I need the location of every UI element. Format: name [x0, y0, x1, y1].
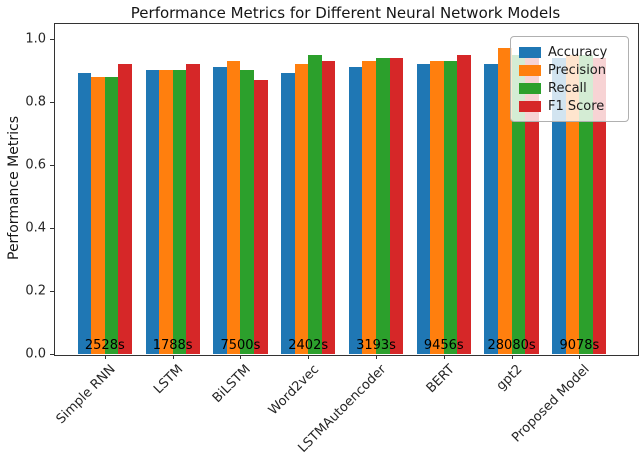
x-tick-mark [240, 355, 242, 359]
legend-label-precision: Precision [548, 62, 607, 78]
y-tick-label: 0.4 [25, 220, 46, 236]
legend: Accuracy Precision Recall F1 Score [510, 36, 629, 122]
legend-item-recall: Recall [519, 81, 620, 96]
bar-precision-simple-rnn [91, 76, 105, 354]
bar-accuracy-simple-rnn [77, 73, 92, 354]
bar-precision-bert [430, 60, 444, 354]
time-annotation: 1788s [152, 338, 193, 353]
y-tick-mark [50, 354, 54, 355]
bar-accuracy-gpt2 [484, 63, 499, 354]
bar-recall-bert [443, 60, 458, 354]
x-tick-label-simple-rnn: Simple RNN [53, 362, 119, 428]
bar-f1-score-lstmautoencoder [389, 57, 404, 354]
x-tick-mark [443, 355, 445, 359]
chart-title: Performance Metrics for Different Neural… [130, 4, 561, 22]
legend-swatch-recall [519, 82, 541, 94]
legend-item-f1-score: F1 Score [519, 99, 620, 114]
bar-accuracy-word2vec [281, 73, 295, 354]
bar-f1-score-proposed-model [592, 57, 607, 354]
y-tick-label: 1.0 [25, 31, 46, 47]
x-tick-mark [579, 355, 581, 359]
y-tick-label: 0.0 [25, 346, 46, 362]
bar-precision-gpt2 [498, 48, 512, 354]
bar-accuracy-proposed-model [552, 57, 566, 354]
legend-swatch-accuracy [519, 46, 541, 58]
x-tick-mark [172, 355, 174, 359]
bar-recall-simple-rnn [104, 76, 119, 354]
time-annotation: 9456s [423, 338, 464, 353]
bar-f1-score-bilstm [253, 79, 268, 354]
x-tick-label-lstm: LSTM [151, 362, 187, 398]
time-annotation: 7500s [220, 338, 261, 353]
x-tick-mark [104, 355, 106, 359]
bar-f1-score-bert [457, 54, 471, 354]
bar-f1-score-lstm [186, 63, 200, 354]
y-tick-label: 0.8 [25, 94, 46, 110]
bar-recall-lstm [172, 70, 187, 354]
bar-recall-proposed-model [579, 54, 593, 354]
y-tick-label: 0.6 [25, 157, 46, 173]
bar-f1-score-simple-rnn [118, 63, 132, 354]
y-tick-mark [50, 227, 54, 229]
bar-accuracy-lstm [145, 70, 160, 354]
y-tick-mark [50, 164, 54, 166]
bar-accuracy-lstmautoencoder [348, 67, 363, 354]
time-annotation: 9078s [559, 338, 600, 353]
legend-swatch-f1-score [519, 100, 541, 112]
time-annotation: 3193s [356, 338, 396, 353]
bar-precision-bilstm [226, 60, 241, 354]
x-tick-mark [511, 355, 513, 359]
legend-swatch-precision [519, 64, 541, 76]
legend-item-precision: Precision [519, 63, 620, 78]
y-tick-mark [50, 101, 54, 103]
y-tick-label: 0.2 [25, 283, 46, 299]
bar-precision-lstm [159, 70, 173, 354]
legend-label-recall: Recall [548, 80, 587, 96]
bar-f1-score-word2vec [321, 60, 336, 354]
time-annotation: 28080s [487, 338, 536, 353]
bar-accuracy-bilstm [213, 67, 227, 354]
bar-precision-proposed-model [565, 54, 580, 354]
bar-recall-word2vec [308, 54, 322, 354]
x-tick-label-bert: BERT [423, 362, 458, 397]
x-tick-label-gpt2: gpt2 [493, 362, 526, 394]
legend-label-accuracy: Accuracy [548, 44, 608, 60]
x-tick-mark [376, 355, 377, 359]
y-tick-mark [50, 38, 54, 40]
bar-recall-gpt2 [511, 54, 526, 354]
time-annotation: 2402s [288, 338, 329, 353]
x-tick-label-bilstm: BiLSTM [210, 362, 255, 406]
y-axis-label: Performance Metrics [6, 116, 22, 260]
legend-item-accuracy: Accuracy [519, 45, 620, 60]
bar-precision-lstmautoencoder [362, 60, 376, 354]
x-tick-mark [308, 355, 310, 359]
bar-recall-lstmautoencoder [376, 57, 390, 354]
time-annotation: 2528s [84, 338, 125, 353]
y-tick-mark [50, 290, 54, 292]
legend-label-f1-score: F1 Score [548, 98, 605, 114]
x-tick-label-word2vec: Word2vec [265, 362, 322, 419]
bar-recall-bilstm [240, 70, 254, 354]
bar-precision-word2vec [294, 63, 309, 354]
bar-f1-score-gpt2 [525, 57, 539, 354]
bar-accuracy-bert [416, 63, 431, 354]
